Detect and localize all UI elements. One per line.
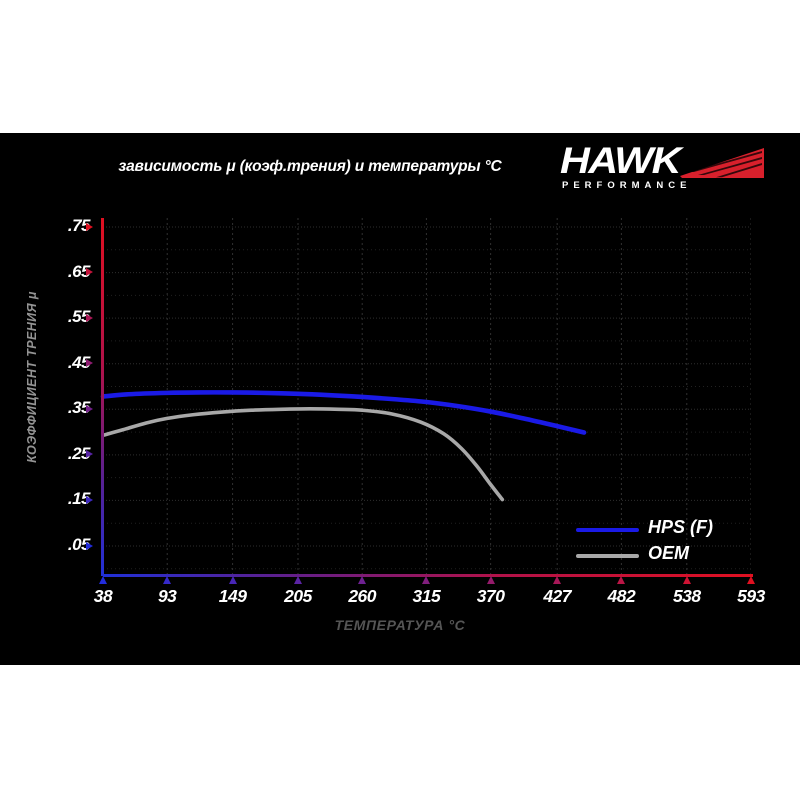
hawk-wing-icon (680, 148, 764, 178)
y-tick-label: .75 (67, 216, 91, 235)
y-tick-arrow-icon (86, 541, 93, 550)
brand-wordmark: HAWK (560, 140, 682, 181)
x-tick-label: 538 (672, 586, 701, 606)
y-tick-arrow-icon (86, 450, 93, 459)
chart-title: зависимость μ (коэф.трения) и температур… (118, 158, 502, 175)
x-tick-arrow-icon (486, 576, 495, 584)
x-axis-title: ТЕМПЕРАТУРА °C (334, 617, 466, 633)
x-tick-arrow-icon (617, 576, 626, 584)
chart-legend: HPS (F) OEM (576, 517, 756, 570)
hawk-performance-logo: HAWK PERFORMANCE (556, 142, 764, 194)
y-tick-label: .05 (67, 535, 91, 554)
x-tick-label: 38 (93, 586, 113, 606)
x-tick-label: 205 (284, 586, 312, 606)
y-tick-label: .15 (67, 489, 91, 509)
y-tick-arrow-icon (86, 313, 93, 322)
x-tick-arrow-icon (553, 576, 562, 584)
grid-lines (103, 218, 751, 576)
y-tick-label: .25 (67, 443, 91, 463)
legend-item: OEM (576, 543, 756, 570)
legend-color-swatch (576, 528, 639, 532)
x-tick-arrow-icon (99, 576, 107, 584)
y-tick-label-group: .75 .65 .55 .45 .35 .25 .15 .05 (24, 0, 93, 800)
x-tick-arrow-icon (682, 576, 691, 584)
x-tick-arrow-icon (747, 576, 755, 584)
x-tick-arrow-icon (358, 576, 367, 584)
y-tick-arrow-icon (86, 268, 93, 277)
data-series-layer (100, 390, 587, 502)
x-tick-label: 370 (476, 586, 505, 606)
x-tick-label: 260 (348, 586, 377, 606)
x-tick-label: 149 (218, 586, 247, 606)
x-tick-label: 315 (412, 586, 441, 606)
y-axis-line (101, 218, 104, 576)
y-tick-arrow-icon (86, 359, 93, 368)
brand-tagline: PERFORMANCE (562, 180, 692, 191)
y-tick-label: .65 (67, 261, 91, 281)
x-tick-arrow-icon (163, 576, 172, 584)
x-tick-arrow-icon (422, 576, 431, 584)
y-tick-label: .45 (67, 352, 91, 372)
x-tick-label: 482 (607, 586, 636, 606)
x-axis-line (103, 574, 753, 577)
x-tick-arrow-icon (294, 576, 302, 584)
y-tick-label: .55 (67, 307, 91, 327)
x-tick-label: 593 (737, 586, 765, 606)
y-tick-arrow-icon (86, 222, 93, 231)
y-axis-title: КОЭФФИЦИЕНТ ТРЕНИЯ μ (25, 291, 39, 463)
y-tick-arrow-icon (86, 495, 93, 504)
x-tick-label: 427 (543, 586, 572, 606)
plot-area (100, 218, 751, 576)
legend-item: HPS (F) (576, 517, 756, 544)
legend-item-label: HPS (F) (648, 517, 713, 537)
y-tick-label: .35 (67, 398, 91, 418)
x-tick-arrow-icon (228, 576, 237, 584)
legend-item-label: OEM (648, 543, 690, 563)
x-tick-label: 93 (157, 586, 177, 606)
legend-color-swatch (576, 554, 639, 558)
y-tick-arrow-icon (86, 404, 93, 413)
